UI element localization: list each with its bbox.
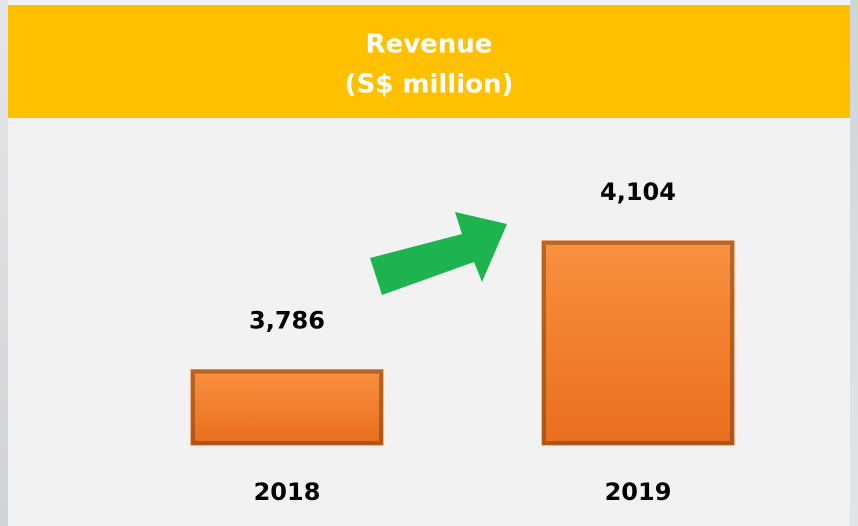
value-label: 3,786 xyxy=(249,307,325,335)
x-tick-label: 2018 xyxy=(254,478,321,506)
chart-subtitle: (S$ million) xyxy=(345,70,514,100)
bar-bevel xyxy=(542,240,734,445)
value-label: 4,104 xyxy=(600,178,676,206)
bar xyxy=(541,240,735,446)
header xyxy=(8,5,850,118)
bar xyxy=(190,369,384,446)
bar-bevel xyxy=(191,369,383,446)
chart-title: Revenue xyxy=(366,30,493,60)
growth-arrow xyxy=(370,212,507,295)
x-tick-label: 2019 xyxy=(605,478,672,506)
